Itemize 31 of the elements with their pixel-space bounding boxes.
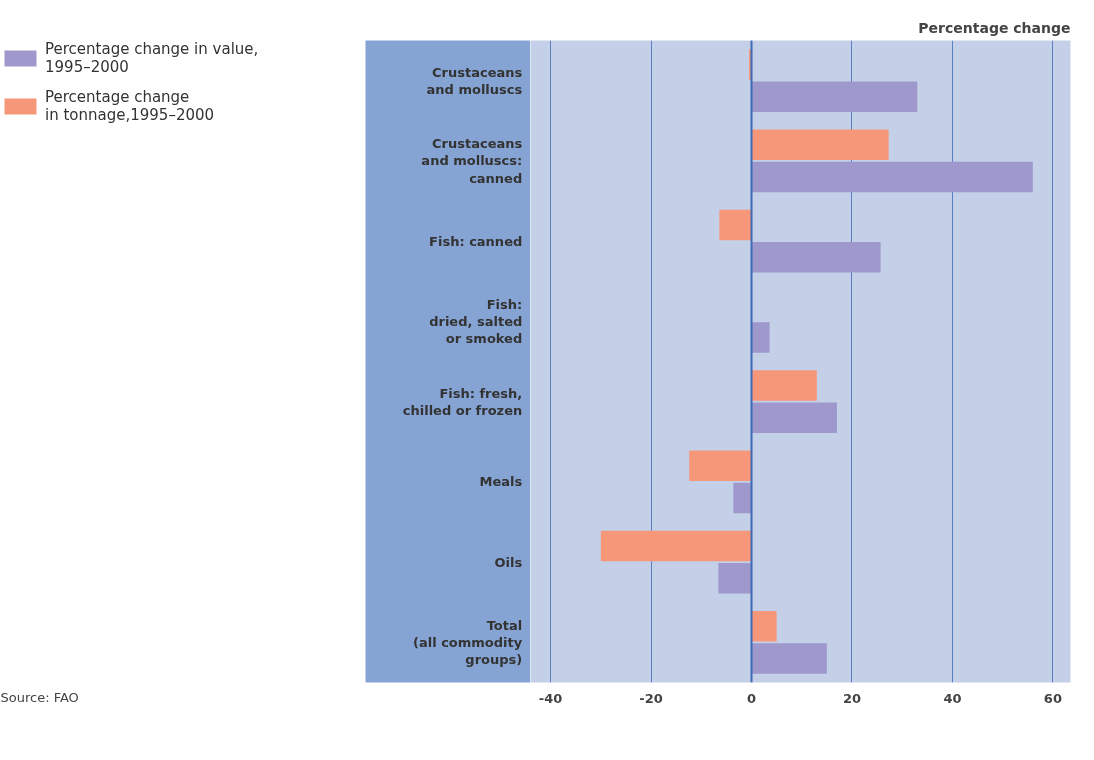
x-tick-label: -20	[639, 690, 663, 706]
bar	[719, 209, 752, 241]
bar	[751, 402, 837, 433]
bar	[718, 562, 752, 594]
y-tick-label: Total (all commodity groups)	[412, 617, 523, 668]
bar	[751, 370, 817, 401]
bar	[751, 161, 1033, 193]
x-tick-label: -40	[538, 690, 563, 706]
bar	[751, 611, 777, 642]
source-note: Source: FAO	[0, 689, 79, 705]
y-tick-label: Fish: fresh, chilled or frozen	[402, 385, 523, 418]
bar	[733, 482, 752, 514]
x-axis-title: Percentage change	[918, 19, 1071, 36]
x-tick-label: 40	[943, 690, 962, 706]
y-tick-label: Meals	[479, 474, 523, 490]
y-tick-label: Fish: canned	[429, 233, 523, 249]
x-tick-label: 0	[747, 690, 757, 706]
legend-label: Percentage change in tonnage,1995–2000	[45, 88, 215, 124]
bar	[751, 241, 881, 273]
y-tick-label: Fish: dried, salted or smoked	[429, 296, 523, 347]
y-tick-label: Oils	[494, 554, 523, 570]
y-tick-label: Crustaceans and molluscs	[426, 64, 523, 97]
y-tick-label: Crustaceans and molluscs: canned	[421, 136, 523, 186]
legend-label: Percentage change in value, 1995–2000	[45, 40, 259, 76]
x-tick-label: 60	[1043, 690, 1062, 706]
bar	[751, 81, 918, 112]
bar	[751, 129, 889, 161]
bar	[751, 643, 827, 674]
x-tick-label: 20	[842, 690, 862, 706]
bar	[689, 450, 752, 482]
bar	[600, 530, 752, 562]
